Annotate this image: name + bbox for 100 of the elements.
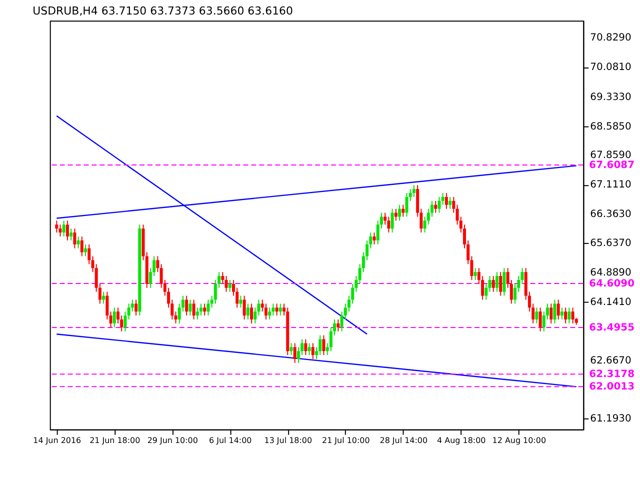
candlestick <box>492 275 495 292</box>
y-tick-label: 67.1110 <box>590 180 632 191</box>
candlestick <box>192 299 196 320</box>
y-tick-label: 70.0810 <box>590 62 632 74</box>
candlestick <box>185 295 188 316</box>
candlestick <box>322 334 326 356</box>
y-tick-label: 66.3630 <box>590 209 632 220</box>
candlestick <box>224 275 228 292</box>
candlestick <box>336 318 340 332</box>
ref-line-label: 62.0013 <box>589 382 635 393</box>
y-tick-label: 64.8890 <box>590 267 632 278</box>
candlestick <box>571 307 574 324</box>
candlestick <box>134 299 138 316</box>
ref-line-label: 67.6087 <box>589 160 635 171</box>
candlestick <box>441 192 444 206</box>
candlestick <box>106 291 109 320</box>
x-tick-label: 29 Jun 10:00 <box>147 436 198 445</box>
candlestick <box>188 299 192 316</box>
x-tick-label: 13 Jul 18:00 <box>264 436 312 445</box>
candlestick <box>434 200 438 214</box>
candlestick <box>535 307 538 324</box>
x-tick-label: 14 Jun 2016 <box>33 436 82 445</box>
candlestick <box>308 342 311 356</box>
candlestick <box>206 299 210 316</box>
candlestick <box>80 236 84 257</box>
candlestick <box>550 303 553 324</box>
ref-line-label: 62.3178 <box>589 369 635 380</box>
candlestick <box>221 272 224 284</box>
candlestick <box>62 220 66 237</box>
x-tick-label: 6 Jul 14:00 <box>209 436 252 445</box>
candlestick <box>290 342 293 356</box>
candlestick <box>372 232 376 245</box>
candlestick <box>412 184 416 198</box>
candlestick <box>76 236 80 249</box>
y-tick-label: 61.1930 <box>590 414 632 425</box>
candlestick <box>242 295 246 320</box>
candlestick <box>495 272 498 292</box>
y-tick-label: 62.6670 <box>590 355 632 366</box>
y-tick-label: 65.6370 <box>590 238 632 249</box>
x-tick-label: 12 Aug 10:00 <box>492 436 546 445</box>
candlestick <box>228 279 232 292</box>
candlestick <box>66 220 69 241</box>
y-tick-label: 64.1410 <box>590 297 632 308</box>
candlestick <box>127 303 130 320</box>
candlestick <box>124 311 127 332</box>
candlestick <box>112 307 116 328</box>
candlestick <box>293 342 296 364</box>
candlestick <box>73 228 76 249</box>
y-tick-label: 69.3330 <box>590 92 632 103</box>
x-tick-label: 21 Jun 18:00 <box>90 436 140 445</box>
candlestick <box>70 228 73 241</box>
candlestick <box>239 295 242 308</box>
chart-title: USDRUB,H4 63.7150 63.7373 63.5660 63.6160 <box>32 4 294 18</box>
candlestick <box>502 268 506 296</box>
candlestick <box>275 303 278 316</box>
candlestick <box>568 307 571 324</box>
ref-line-label: 64.6090 <box>589 278 635 290</box>
y-tick-label: 70.8290 <box>590 32 632 44</box>
candlestick <box>560 307 564 320</box>
candlestick <box>564 307 568 324</box>
candlestick <box>268 307 272 320</box>
x-tick-label: 28 Jul 14:00 <box>380 436 428 445</box>
candlestick <box>156 256 160 273</box>
candlestick <box>318 334 322 356</box>
y-tick-label: 68.5850 <box>590 121 632 132</box>
candlestick <box>254 307 257 324</box>
candlestick <box>499 272 502 296</box>
candlestick <box>408 188 412 202</box>
candlestick <box>387 216 390 234</box>
candlestick <box>394 208 398 222</box>
candlestick <box>246 303 250 320</box>
candlestick <box>398 204 402 222</box>
candlestick <box>200 303 203 316</box>
candlestick <box>538 307 542 332</box>
candlestick <box>272 303 275 316</box>
candlestick <box>452 196 456 214</box>
candlestick <box>448 196 452 210</box>
ref-line-label: 63.4955 <box>589 322 635 334</box>
candlestick <box>484 283 488 300</box>
candlestick <box>278 303 282 316</box>
candlestick <box>438 196 441 214</box>
candlestick <box>444 192 448 210</box>
x-tick-label: 4 Aug 18:00 <box>437 436 486 445</box>
candlestick <box>196 307 199 320</box>
y-tick-label: 67.8590 <box>590 150 632 162</box>
candlestick <box>264 303 268 320</box>
x-tick-label: 21 Jul 10:00 <box>322 436 370 445</box>
candlestick <box>109 311 112 328</box>
candlestick <box>250 303 254 324</box>
candlestick <box>488 275 492 292</box>
candlestick <box>304 338 308 356</box>
candlestick <box>203 303 206 316</box>
candlestick <box>390 208 394 234</box>
candlestick <box>84 244 88 257</box>
candlestick <box>311 342 314 360</box>
candlestick <box>257 299 260 316</box>
candlestick <box>58 224 62 237</box>
candlestick <box>556 299 560 320</box>
candlestick <box>55 220 58 234</box>
candlestick <box>553 299 556 324</box>
